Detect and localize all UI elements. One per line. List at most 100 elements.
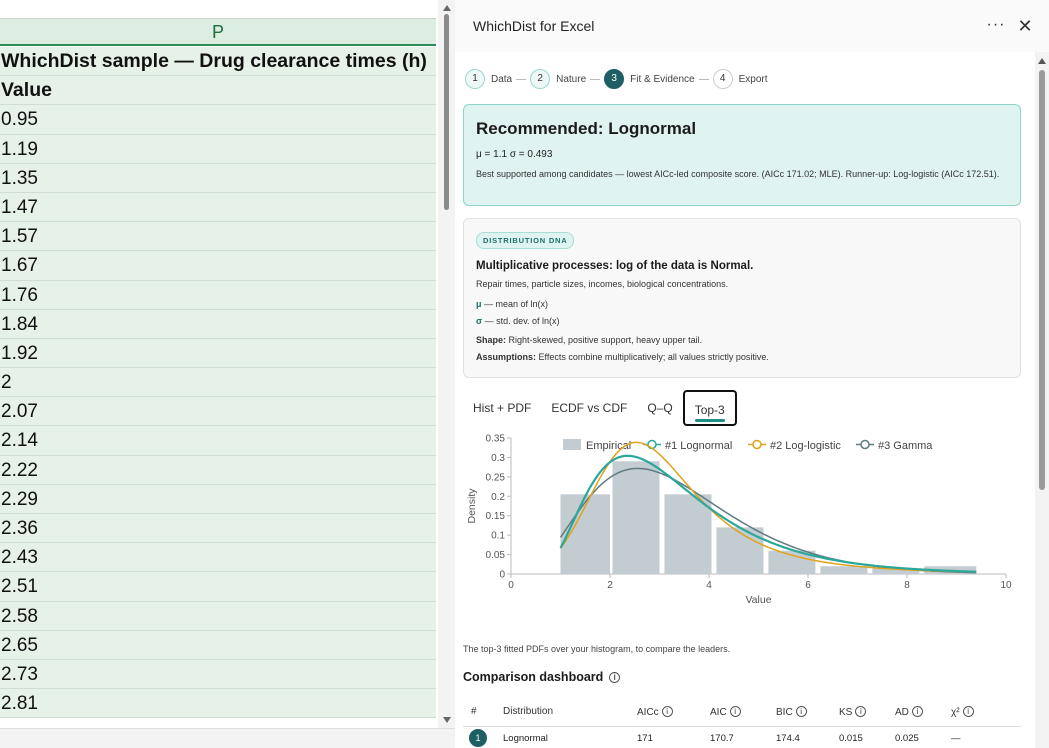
shape-text: Right-skewed, positive support, heavy up… bbox=[506, 335, 703, 345]
column-header[interactable]: # bbox=[463, 698, 503, 727]
table-cell-chi2: — bbox=[951, 732, 961, 744]
histogram-bar bbox=[716, 527, 764, 574]
cell-value[interactable]: 2.22 bbox=[0, 455, 436, 485]
legend-swatch-empirical[interactable] bbox=[563, 439, 581, 450]
x-tick-label: 4 bbox=[706, 580, 712, 591]
cell-rows: WhichDist sample — Drug clearance times … bbox=[0, 47, 436, 719]
cell-value[interactable]: 0.95 bbox=[0, 105, 436, 135]
cell-value[interactable]: 2 bbox=[0, 368, 436, 398]
info-icon[interactable]: i bbox=[729, 705, 741, 717]
column-header-p[interactable]: P bbox=[0, 18, 436, 46]
y-tick-label: 0.25 bbox=[486, 472, 506, 483]
table-cell-bic: 174.4 bbox=[776, 732, 800, 744]
column-header[interactable]: AD i bbox=[895, 698, 951, 727]
y-tick-label: 0.1 bbox=[491, 531, 505, 542]
pane-scrollbar[interactable] bbox=[1035, 52, 1049, 748]
cell-value[interactable]: 2.43 bbox=[0, 543, 436, 573]
column-header[interactable]: KS i bbox=[839, 698, 895, 727]
tab-ecdf-vs-cdf[interactable]: ECDF vs CDF bbox=[551, 401, 628, 415]
tab-top-3[interactable]: Top-3 bbox=[682, 390, 737, 426]
info-icon[interactable]: i bbox=[661, 705, 673, 717]
step-label: Fit & Evidence bbox=[630, 73, 695, 85]
cell-value[interactable]: 1.67 bbox=[0, 251, 436, 281]
step-connector bbox=[516, 78, 527, 80]
scroll-up-icon[interactable] bbox=[443, 5, 451, 11]
shape-label: Shape: bbox=[476, 335, 507, 345]
cell-value[interactable]: 2.36 bbox=[0, 514, 436, 544]
dna-param-mu: μ — mean of ln(x) bbox=[476, 299, 1008, 309]
sigma-symbol: σ bbox=[476, 316, 483, 326]
table-header-row: # Distribution AICc i AIC i BIC i KS i AD i χ² i bbox=[463, 698, 1021, 727]
cell-value[interactable]: 2.51 bbox=[0, 572, 436, 602]
y-tick-label: 0.2 bbox=[491, 492, 505, 503]
cell-value[interactable]: 1.57 bbox=[0, 222, 436, 252]
step-label: Nature bbox=[556, 73, 587, 85]
cell-value-header[interactable]: Value bbox=[0, 76, 436, 106]
cell-value[interactable]: 1.35 bbox=[0, 163, 436, 193]
column-header[interactable]: Distribution bbox=[503, 698, 637, 727]
scroll-thumb[interactable] bbox=[444, 14, 449, 210]
step-1[interactable]: 1 Data bbox=[465, 69, 530, 89]
close-icon[interactable]: ✕ bbox=[1017, 16, 1033, 36]
mu-symbol: μ bbox=[476, 299, 482, 309]
cell-value[interactable]: 1.76 bbox=[0, 280, 436, 310]
column-header[interactable]: AICc i bbox=[637, 698, 710, 727]
chart-caption: The top-3 fitted PDFs over your histogra… bbox=[463, 644, 731, 654]
scroll-down-icon[interactable] bbox=[443, 717, 451, 723]
cell-value[interactable]: 2.73 bbox=[0, 659, 436, 690]
dashboard-title-text: Comparison dashboard bbox=[463, 670, 604, 684]
column-header[interactable]: χ² i bbox=[951, 698, 1021, 727]
cell-value[interactable]: 1.92 bbox=[0, 338, 436, 369]
column-header-label: AICc bbox=[637, 706, 659, 718]
more-options-icon[interactable]: ··· bbox=[986, 16, 1006, 33]
step-4[interactable]: 4 Export bbox=[712, 69, 768, 89]
column-header-label: AD bbox=[895, 706, 909, 718]
column-header[interactable]: BIC i bbox=[776, 698, 839, 727]
step-number: 1 bbox=[465, 69, 485, 89]
step-number: 2 bbox=[530, 69, 551, 89]
step-label: Export bbox=[738, 73, 768, 85]
table-cell-aicc: 171 bbox=[637, 732, 653, 744]
cell-value[interactable]: 2.81 bbox=[0, 689, 436, 719]
tab-q-q[interactable]: Q–Q bbox=[647, 401, 673, 415]
sheet-vertical-scrollbar[interactable] bbox=[438, 0, 455, 728]
info-icon[interactable]: i bbox=[911, 705, 923, 717]
info-icon[interactable]: i bbox=[609, 672, 621, 683]
cell-value[interactable]: 2.14 bbox=[0, 426, 436, 456]
cell-value[interactable]: 2.58 bbox=[0, 601, 436, 631]
cell-sheet-title[interactable]: WhichDist sample — Drug clearance times … bbox=[0, 47, 436, 77]
pane-scroll-thumb[interactable] bbox=[1039, 70, 1045, 490]
histogram-bar bbox=[612, 461, 660, 574]
sigma-description: — std. dev. of ln(x) bbox=[482, 316, 560, 326]
cell-value[interactable]: 2.07 bbox=[0, 397, 436, 427]
recommendation-title: Recommended: Lognormal bbox=[476, 119, 697, 138]
step-number: 4 bbox=[712, 69, 733, 89]
table-row[interactable]: 1 Lognormal 171 170.7 174.4 0.015 0.025 — bbox=[463, 726, 1021, 748]
dna-badge: DISTRIBUTION DNA bbox=[476, 232, 575, 249]
step-number: 3 bbox=[604, 69, 625, 89]
histogram-bar bbox=[664, 494, 712, 574]
cell-value[interactable]: 2.65 bbox=[0, 630, 436, 660]
pane-scroll-up-icon[interactable] bbox=[1038, 58, 1046, 64]
column-header-label: BIC bbox=[776, 706, 793, 718]
column-header-label: χ² bbox=[951, 706, 960, 718]
tab-hist-pdf[interactable]: Hist + PDF bbox=[473, 401, 532, 415]
pane-content: 1 Data 2 Nature 3 Fit & Evidence 4 Export Recom… bbox=[455, 52, 1035, 748]
info-icon[interactable]: i bbox=[962, 705, 974, 717]
table-cell-ks: 0.015 bbox=[839, 732, 863, 744]
spreadsheet-grid[interactable]: P WhichDist sample — Drug clearance time… bbox=[0, 0, 455, 748]
cell-value[interactable]: 1.84 bbox=[0, 309, 436, 339]
step-2[interactable]: 2 Nature bbox=[530, 69, 604, 89]
info-icon[interactable]: i bbox=[855, 705, 867, 717]
histogram-bar bbox=[768, 550, 816, 574]
column-header[interactable]: AIC i bbox=[710, 698, 776, 727]
info-icon[interactable]: i bbox=[795, 705, 807, 717]
x-tick-label: 6 bbox=[805, 580, 811, 591]
table-cell-distribution: Lognormal bbox=[503, 732, 548, 744]
cell-value[interactable]: 1.47 bbox=[0, 192, 436, 223]
column-header-label: KS bbox=[839, 706, 853, 718]
cell-value[interactable]: 2.29 bbox=[0, 484, 436, 514]
cell-value[interactable]: 1.19 bbox=[0, 134, 436, 164]
recommendation-card: Recommended: Lognormal μ = 1.1 σ = 0.493… bbox=[463, 104, 1021, 206]
step-3[interactable]: 3 Fit & Evidence bbox=[604, 69, 712, 89]
